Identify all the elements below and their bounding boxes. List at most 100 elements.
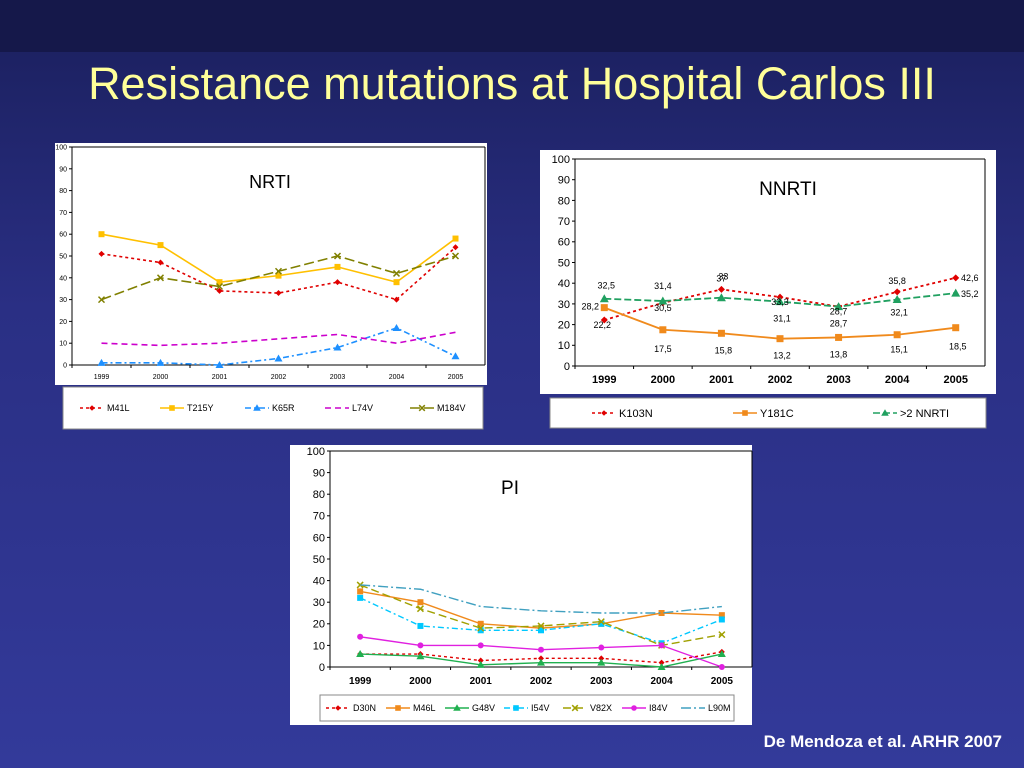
nnrti-y-tick-label: 10 xyxy=(558,340,570,352)
pi-legend-marker xyxy=(453,704,461,711)
nnrti-y-tick-label: 30 xyxy=(558,299,570,311)
nrti-x-tick-label: 2004 xyxy=(389,374,405,381)
pi-y-tick-label: 90 xyxy=(313,467,325,479)
pi-x-tick-label: 2001 xyxy=(470,676,493,687)
nrti-x-tick-label: 2005 xyxy=(448,374,464,381)
nnrti-data-label: 15,1 xyxy=(890,345,908,355)
pi-y-tick-label: 30 xyxy=(313,597,325,609)
nrti-series-T215Y-point xyxy=(216,279,223,286)
nrti-series-M41L-point xyxy=(275,290,282,297)
pi-legend-label: G48V xyxy=(472,703,495,713)
nrti-legend-marker xyxy=(253,404,261,411)
nnrti-series->2 NNRTI-point xyxy=(892,295,902,304)
nnrti-data-label: 28,7 xyxy=(830,307,848,317)
pi-y-tick-label: 100 xyxy=(307,446,325,458)
nrti-series-K65R-point xyxy=(215,361,224,368)
nrti-series-M41L-point xyxy=(98,250,105,257)
nnrti-data-label: 28,2 xyxy=(582,302,600,312)
pi-series-M46L-point xyxy=(658,610,665,616)
nnrti-series->2 NNRTI-point xyxy=(716,293,726,302)
nrti-series-K65R-point xyxy=(97,358,106,366)
nnrti-data-label: 42,6 xyxy=(961,273,979,283)
nnrti-series-K103N-point xyxy=(600,316,608,324)
nrti-y-tick-label: 80 xyxy=(59,188,67,195)
nrti-legend-label: M41L xyxy=(107,403,130,413)
pi-y-tick-label: 0 xyxy=(319,662,325,674)
pi-legend-label: I54V xyxy=(531,703,550,713)
nrti-series-M184V-point xyxy=(392,269,401,277)
nnrti-series->2 NNRTI-point xyxy=(599,294,609,303)
nnrti-y-tick-label: 60 xyxy=(558,237,570,249)
nrti-legend-marker xyxy=(169,405,175,411)
nrti-x-tick-label: 2002 xyxy=(271,374,287,381)
nnrti-data-label: 32,5 xyxy=(598,281,616,291)
nnrti-series-Y181C-point xyxy=(717,329,725,337)
pi-legend-label: D30N xyxy=(353,703,376,713)
nnrti-y-tick-label: 0 xyxy=(564,361,570,373)
pi-series-V82X-point xyxy=(477,624,485,632)
pi-series-M46L-point xyxy=(477,620,484,627)
pi-series-G48V-point xyxy=(537,658,545,666)
pi-series-V82X-point xyxy=(416,605,424,613)
pi-y-tick-label: 40 xyxy=(313,575,325,587)
pi-series-G48V-point xyxy=(657,663,666,670)
pi-series-I84V-point xyxy=(718,664,725,670)
pi-series-I54V-point xyxy=(417,622,424,629)
pi-series-I54V-point xyxy=(538,627,544,634)
nrti-y-tick-label: 40 xyxy=(59,275,67,282)
nnrti-series->2 NNRTI-point xyxy=(775,297,785,306)
nnrti-y-tick-label: 80 xyxy=(558,195,570,207)
nnrti-series-K103N-point xyxy=(717,285,725,293)
pi-series-D30N-point xyxy=(477,657,484,664)
nnrti-data-label: 37 xyxy=(716,273,726,283)
pi-series-I54V-point xyxy=(598,620,605,627)
pi-legend-marker xyxy=(571,704,579,712)
citation: De Mendoza et al. ARHR 2007 xyxy=(763,732,1002,751)
nnrti-y-tick-label: 20 xyxy=(558,319,570,331)
pi-y-tick-label: 80 xyxy=(313,489,325,501)
nrti-chart-title: NRTI xyxy=(249,172,291,192)
nnrti-series-Y181C-point xyxy=(835,333,843,341)
nnrti-data-label: 33,3 xyxy=(771,297,789,307)
pi-series-I84V-point xyxy=(538,646,544,653)
pi-series-G48V-point xyxy=(356,650,365,658)
nrti-series-K65R-point xyxy=(156,358,165,366)
nrti-series-K65R-point xyxy=(451,352,460,360)
nrti-series-M184V-point xyxy=(333,252,342,260)
nnrti-x-tick-label: 2001 xyxy=(709,374,733,386)
pi-series-D30N-point xyxy=(598,655,605,662)
pi-series-I54V-point xyxy=(357,594,364,601)
nnrti-data-label: 35,8 xyxy=(888,276,906,286)
nnrti-series-Y181C-point xyxy=(952,324,960,332)
nrti-y-tick-label: 10 xyxy=(59,341,67,348)
nnrti-series-K103N-point xyxy=(952,274,960,282)
pi-legend-marker xyxy=(335,705,341,711)
pi-series-V82X-point xyxy=(537,622,545,630)
nnrti-data-label: 32,1 xyxy=(890,308,908,318)
pi-legend-marker xyxy=(631,705,637,711)
nnrti-data-label: 35,2 xyxy=(961,289,979,299)
nnrti-series-Y181C-point xyxy=(776,335,784,343)
nrti-legend-label: M184V xyxy=(437,403,466,413)
nrti-legend-marker xyxy=(418,404,426,412)
nnrti-series-Y181C-point xyxy=(659,326,667,334)
nrti-series-T215Y-point xyxy=(98,231,105,238)
nrti-series-M41L-point xyxy=(334,279,341,286)
pi-x-tick-label: 2003 xyxy=(590,676,613,687)
nrti-series-M184V-point xyxy=(156,274,165,282)
nrti-series-M184V-point xyxy=(274,267,283,275)
pi-series-D30N-point xyxy=(538,655,544,662)
pi-series-I84V-point xyxy=(417,642,424,649)
pi-series-M46L-point xyxy=(357,588,364,595)
nrti-x-tick-label: 2001 xyxy=(212,374,228,381)
nnrti-series-K103N-point xyxy=(893,288,901,296)
nrti-series-K65R-point xyxy=(274,354,283,362)
nrti-y-tick-label: 90 xyxy=(59,166,67,173)
pi-y-tick-label: 60 xyxy=(313,532,325,544)
nnrti-legend-label: Y181C xyxy=(760,408,794,420)
nrti-x-tick-label: 1999 xyxy=(94,374,110,381)
nrti-legend-label: L74V xyxy=(352,403,373,413)
top-band xyxy=(0,0,1024,52)
